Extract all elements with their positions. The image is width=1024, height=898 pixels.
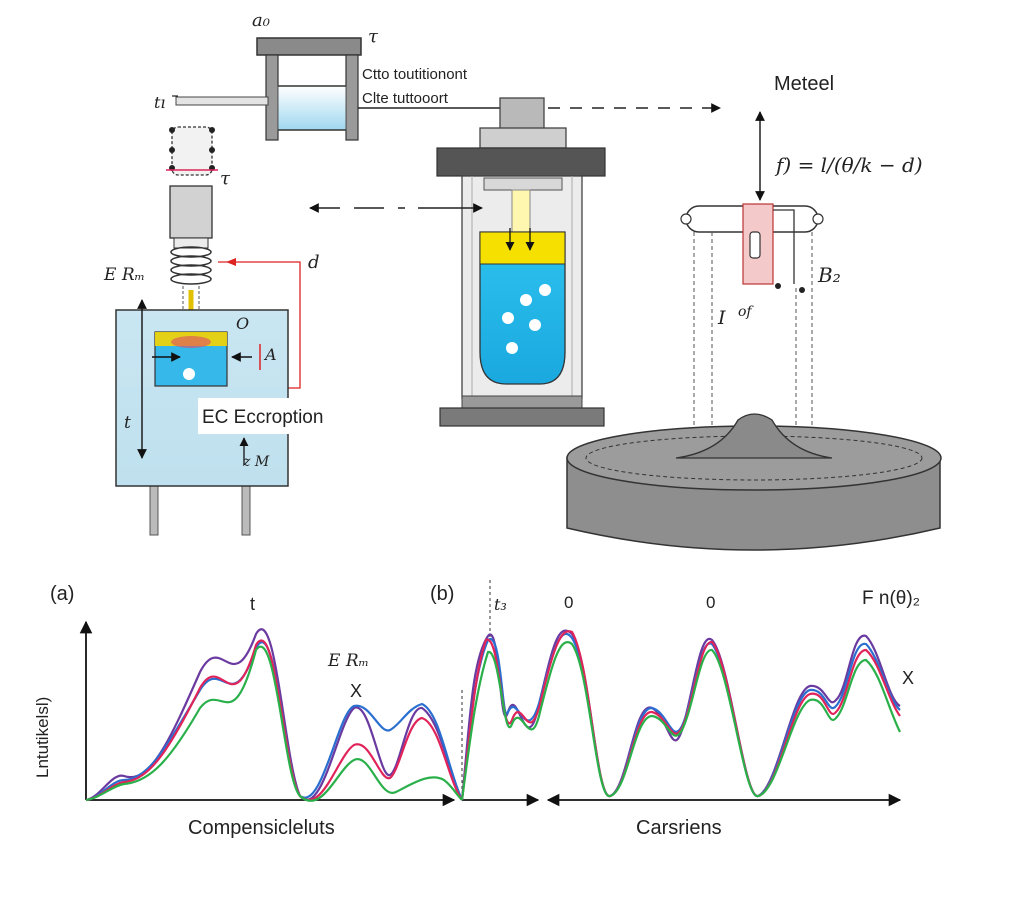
panel-b-xlabel: Carsriens bbox=[636, 817, 722, 839]
panel-a-xlabel: Compensicleluts bbox=[188, 817, 335, 839]
label-d: d bbox=[308, 252, 320, 273]
trace-b-blue bbox=[460, 632, 901, 801]
box-caption: EC Eccroption bbox=[202, 407, 323, 428]
bath-tank bbox=[115, 299, 336, 536]
panel-b-mark-2: 0 bbox=[564, 593, 573, 612]
label-t-left: tı bbox=[154, 93, 166, 112]
label-o: O bbox=[236, 314, 249, 333]
chart-ylabel: Lntutikelsl) bbox=[33, 697, 52, 778]
probe-column bbox=[166, 126, 218, 335]
panel-b-mark-3: 0 bbox=[706, 593, 715, 612]
panel-a-label: (a) bbox=[50, 583, 74, 605]
label-a-right: A bbox=[263, 345, 277, 364]
label-t-vertical: t bbox=[124, 413, 131, 433]
label-of: of bbox=[738, 304, 754, 320]
trace-b-purple bbox=[460, 629, 901, 801]
label-meteel: Meteel bbox=[774, 73, 834, 95]
header-line-1: Ctto toutitionont bbox=[362, 66, 468, 83]
label-z-m: z M bbox=[242, 454, 270, 470]
panel-b-annotation: F n(θ)₂ bbox=[862, 588, 920, 609]
top-clamp-assembly bbox=[172, 37, 500, 141]
panel-b-label: (b) bbox=[430, 583, 454, 605]
spring-coil bbox=[170, 246, 212, 285]
label-tau-top: τ bbox=[368, 26, 379, 47]
center-press bbox=[436, 97, 606, 427]
label-a0: a₀ bbox=[252, 10, 270, 31]
chart-series bbox=[85, 628, 901, 802]
panel-b-mark-1: t₃ bbox=[494, 595, 507, 614]
trace-b-green bbox=[460, 641, 901, 801]
dashed-arrows bbox=[309, 103, 721, 213]
panel-a-top-mark: t bbox=[250, 594, 255, 614]
label-tau-mid: τ bbox=[220, 168, 231, 189]
chart-axes bbox=[79, 580, 902, 807]
right-apparatus bbox=[680, 203, 824, 428]
label-i: I bbox=[717, 307, 726, 329]
trace-a-green bbox=[85, 645, 463, 802]
platform-disc bbox=[566, 413, 942, 551]
formula: f) = l/(θ/k − d) bbox=[774, 153, 923, 177]
panel-b-marker: X bbox=[902, 668, 914, 688]
label-e-r: E Rₘ bbox=[103, 265, 145, 285]
panel-a-annotation: E Rₘ bbox=[327, 651, 369, 671]
panel-a-marker: X bbox=[350, 681, 362, 701]
trace-b-red bbox=[460, 630, 901, 801]
header-line-2: Clte tuttooort bbox=[362, 90, 449, 107]
feedback-wire bbox=[218, 261, 301, 389]
label-b2: B₂ bbox=[817, 263, 841, 287]
